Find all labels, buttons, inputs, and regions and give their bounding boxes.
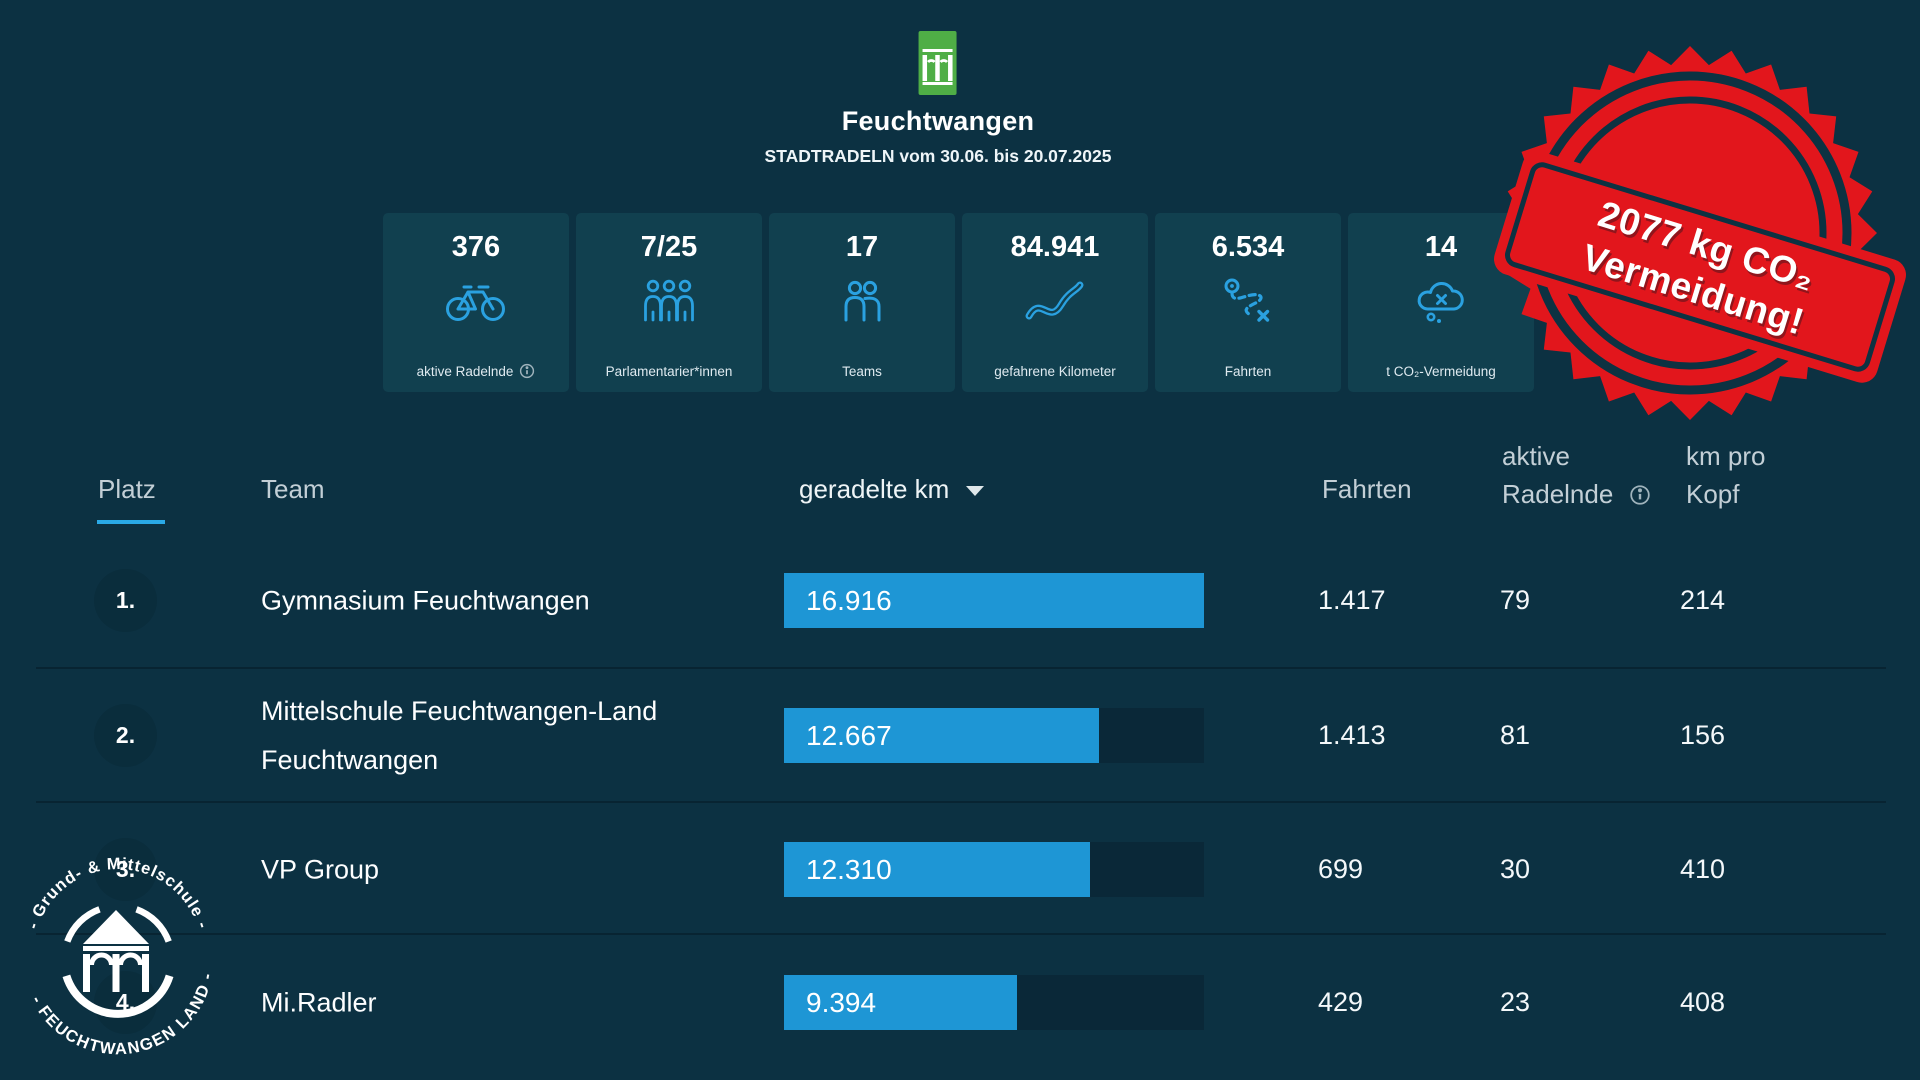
radelnde-value: 79 — [1500, 585, 1531, 615]
column-header-aktive-radelnde[interactable]: aktive Radelnde — [1502, 437, 1651, 513]
km-bar-fill — [784, 573, 1204, 628]
row-divider — [36, 667, 1886, 669]
stat-label: t CO₂-Vermeidung — [1386, 364, 1496, 379]
stat-value: 7/25 — [640, 231, 698, 263]
column-header-fahrten[interactable]: Fahrten — [1322, 474, 1412, 504]
stat-value: 6.534 — [1211, 231, 1285, 263]
km-bar-track: 16.916 — [784, 573, 1204, 628]
km-bar-value: 16.916 — [806, 585, 892, 616]
team-name[interactable]: Gymnasium Feuchtwangen — [261, 585, 590, 615]
winding-road-icon — [1024, 268, 1086, 334]
stat-tile-teams: 17 Teams — [769, 213, 955, 392]
route-icon — [1220, 268, 1276, 334]
column-header-team[interactable]: Team — [261, 474, 325, 504]
km-pro-kopf-value: 214 — [1680, 585, 1726, 615]
rank-label: 3. — [115, 856, 136, 882]
km-bar-track: 12.310 — [784, 842, 1204, 897]
radelnde-value: 30 — [1500, 854, 1531, 884]
km-bar-track: 9.394 — [784, 975, 1204, 1030]
table-row: 3. VP Group 12.310 699 30 410 — [0, 838, 1920, 901]
radelnde-line2: Radelnde — [1502, 479, 1614, 509]
school-seal-logo: - Grund- & Mittelschule - - FEUCHTWANGEN… — [24, 855, 215, 1059]
co2-cloud-icon — [1413, 268, 1469, 334]
platz-sort-underline — [97, 520, 165, 524]
people-group-icon — [640, 268, 698, 334]
team-icon — [839, 268, 885, 334]
stat-tile-parlamentarier: 7/25 Parlamentarier*innen — [576, 213, 762, 392]
table-row: 1. Gymnasium Feuchtwangen 16.916 1.417 7… — [0, 569, 1920, 632]
stat-label: aktive Radelnde — [416, 363, 514, 379]
sort-arrow-icon — [966, 486, 985, 496]
rank-badge: 1. — [94, 569, 157, 632]
info-icon[interactable] — [519, 363, 535, 379]
school-gate-icon — [83, 910, 149, 992]
stat-label: Parlamentarier*innen — [605, 364, 733, 379]
stat-label: gefahrene Kilometer — [994, 364, 1116, 379]
stat-value: 376 — [451, 231, 501, 263]
column-header-geradelte-km[interactable]: geradelte km — [799, 474, 985, 505]
row-divider — [36, 801, 1886, 803]
km-bar-value: 12.310 — [806, 854, 892, 885]
row-divider — [36, 933, 1886, 935]
rank-label: 1. — [115, 587, 136, 613]
rank-label: 2. — [115, 722, 136, 748]
km-bar-fill — [784, 708, 1099, 763]
stat-label: Fahrten — [1224, 364, 1272, 379]
fahrten-value: 429 — [1318, 987, 1364, 1017]
stat-tile-kilometer: 84.941 gefahrene Kilometer — [962, 213, 1148, 392]
campaign-subtitle: STADTRADELN vom 30.06. bis 20.07.2025 — [764, 146, 1112, 166]
team-name[interactable]: Mi.Radler — [261, 987, 377, 1017]
column-header-platz[interactable]: Platz — [98, 474, 156, 504]
kopf-line2: Kopf — [1686, 479, 1740, 509]
page-title: Feuchtwangen — [841, 106, 1035, 136]
info-icon[interactable] — [1629, 484, 1651, 506]
km-pro-kopf-value: 408 — [1680, 987, 1726, 1017]
column-header-km-pro-kopf[interactable]: km pro Kopf — [1686, 437, 1765, 513]
radelnde-value: 23 — [1500, 987, 1531, 1017]
co2-stamp: 2077 kg CO₂ Vermeidung! 2077 kg CO₂ Verm… — [1494, 46, 1906, 420]
table-row: 2. Mittelschule Feuchtwangen-Land Feucht… — [0, 696, 1920, 775]
rank-badge: 3. — [94, 838, 157, 901]
radelnde-line1: aktive — [1502, 441, 1570, 471]
km-pro-kopf-value: 156 — [1680, 720, 1726, 750]
municipality-logo-icon — [919, 31, 957, 95]
km-bar-value: 9.394 — [806, 987, 877, 1018]
team-name[interactable]: Mittelschule Feuchtwangen-Land Feuchtwan… — [261, 695, 658, 775]
rank-badge: 2. — [94, 704, 157, 767]
team-name[interactable]: VP Group — [261, 854, 380, 884]
stats-panel: 376 aktive Radelnde 7/25 — [383, 213, 1534, 392]
header: Feuchtwangen STADTRADELN vom 30.06. bis … — [764, 30, 1112, 167]
bicycle-icon — [445, 268, 507, 334]
stat-value: 17 — [845, 231, 879, 263]
stat-value: 84.941 — [1010, 231, 1100, 263]
km-bar-track: 12.667 — [784, 708, 1204, 763]
stat-label: Teams — [842, 364, 882, 379]
fahrten-value: 1.417 — [1318, 585, 1386, 615]
stat-label-row: aktive Radelnde — [417, 363, 536, 379]
stamp-plate — [1494, 151, 1906, 383]
stat-value: 14 — [1424, 231, 1458, 263]
table-row: 4. Mi.Radler 9.394 429 23 408 — [0, 971, 1920, 1034]
fahrten-value: 699 — [1318, 854, 1364, 884]
radelnde-value: 81 — [1500, 720, 1531, 750]
geradelte-km-label: geradelte km — [799, 474, 950, 504]
fahrten-value: 1.413 — [1318, 720, 1386, 750]
km-pro-kopf-value: 410 — [1680, 854, 1726, 884]
kopf-line1: km pro — [1686, 441, 1766, 471]
km-bar-value: 12.667 — [806, 720, 892, 751]
stat-tile-fahrten: 6.534 Fahrten — [1155, 213, 1341, 392]
km-bar-fill — [784, 975, 1017, 1030]
stat-tile-radelnde: 376 aktive Radelnde — [383, 213, 569, 392]
km-bar-fill — [784, 842, 1090, 897]
